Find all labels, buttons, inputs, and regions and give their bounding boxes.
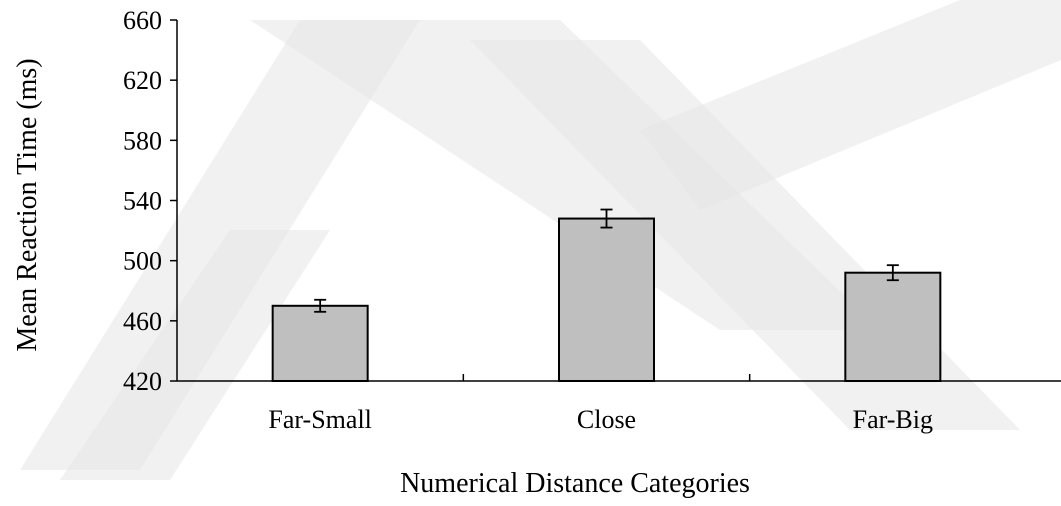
y-tick-label: 420 — [123, 367, 162, 396]
error-bar-far-small — [314, 298, 327, 313]
x-tick-label: Close — [577, 405, 636, 434]
x-tick-label: Far-Small — [268, 405, 371, 434]
y-tick-label: 460 — [123, 307, 162, 336]
bar-close — [558, 217, 655, 382]
error-bar-close — [600, 208, 613, 229]
y-tick-label: 580 — [123, 126, 162, 155]
x-axis-title: Numerical Distance Categories — [400, 468, 750, 499]
y-tick-label: 620 — [123, 66, 162, 95]
y-tick-label: 540 — [123, 187, 162, 216]
x-ticks: Far-Small Close Far-Big — [268, 374, 933, 434]
bar-far-big — [844, 271, 942, 383]
y-axis-title: Mean Reaction Time (ms) — [12, 58, 43, 351]
error-bars — [314, 208, 899, 313]
background-watermark — [20, 0, 1061, 480]
y-ticks: 420 460 500 540 580 620 660 — [123, 6, 177, 396]
bar-far-small — [271, 304, 369, 382]
bars — [271, 217, 942, 383]
y-tick-label: 500 — [123, 247, 162, 276]
y-tick-label: 660 — [123, 6, 162, 35]
error-bar-far-big — [886, 264, 899, 282]
x-tick-label: Far-Big — [853, 405, 933, 434]
